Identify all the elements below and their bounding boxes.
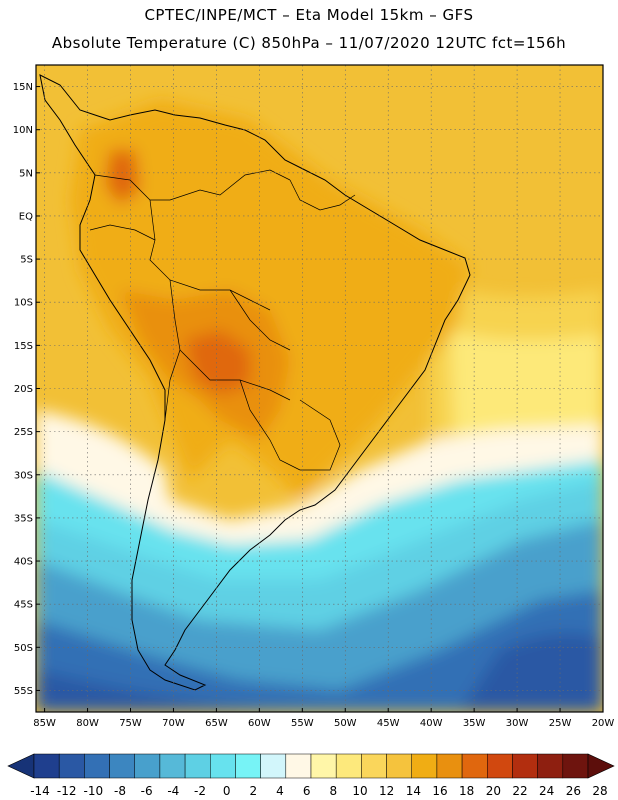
ocean-cool-zone (450, 330, 603, 440)
lat-lon-gridlines (36, 65, 603, 712)
lon-tick-label: 65W (205, 718, 228, 729)
lon-tick-label: 40W (420, 718, 443, 729)
colorbar-right-arrow (587, 753, 615, 779)
lon-tick-label: 20W (592, 718, 615, 729)
lat-tick-label: 10S (14, 298, 33, 309)
subtropical-pale-zone (36, 410, 603, 560)
colorbar-swatch (134, 753, 161, 779)
colorbar-tick-label: 20 (486, 784, 501, 798)
colorbar-tick-label: -10 (84, 784, 104, 798)
colorbar-swatch (335, 753, 362, 779)
colorbar-swatch (109, 753, 135, 779)
colorbar-tick-label: 12 (379, 784, 394, 798)
lat-tick-label: 50S (14, 643, 33, 654)
colorbar-swatch (512, 753, 538, 779)
colorbar-tick-label: 16 (432, 784, 447, 798)
colorbar-swatch (386, 753, 412, 779)
colorbar-swatch (33, 753, 60, 779)
lon-tick-label: 85W (33, 718, 56, 729)
lat-tick-label: 15N (13, 82, 33, 93)
lon-tick-label: 55W (291, 718, 314, 729)
lat-tick-label: 15S (14, 341, 33, 352)
colorbar-swatch (310, 753, 337, 779)
coldest-zone (36, 633, 603, 712)
lat-tick-label: 30S (14, 470, 33, 481)
colorbar-swatch (260, 753, 287, 779)
colorbar-tick-label: 28 (592, 784, 607, 798)
colorbar-swatch (562, 753, 589, 779)
colorbar-swatch (84, 753, 110, 779)
colorbar-swatch (461, 753, 488, 779)
colorbar: -14 -12 -10 -8 -6 -4 -2 0 2 4 6 8 10 12 14 16 18 20 22 24 26… (7, 753, 615, 798)
lat-tick-label: 20S (14, 384, 33, 395)
lon-tick-label: 25W (549, 718, 572, 729)
chart-subtitle: Absolute Temperature (C) 850hPa – 11/07/… (51, 34, 567, 52)
longitude-labels: 85W 80W 75W 70W 65W 60W 55W 50W 45W 40W 35W 30W 25W 2… (33, 708, 614, 729)
colorbar-left-arrow (7, 753, 35, 779)
lon-tick-label: 60W (248, 718, 271, 729)
colorbar-tick-label: 26 (566, 784, 581, 798)
colorbar-tick-label: 0 (223, 784, 231, 798)
lat-tick-label: EQ (19, 211, 33, 222)
lon-tick-label: 30W (506, 718, 529, 729)
colorbar-tick-label: -2 (194, 784, 206, 798)
lon-tick-label: 70W (162, 718, 185, 729)
chart-title: CPTEC/INPE/MCT – Eta Model 15km – GFS (144, 6, 474, 24)
colorbar-swatch (285, 753, 312, 779)
colorbar-tick-label: 24 (539, 784, 554, 798)
colorbar-swatch (411, 753, 438, 779)
colorbar-tick-label: 18 (459, 784, 474, 798)
colorbar-tick-label: 4 (276, 784, 284, 798)
colorbar-swatch (58, 753, 85, 779)
colorbar-tick-label: 22 (512, 784, 527, 798)
lon-tick-label: 35W (463, 718, 486, 729)
colorbar-tick-label: 10 (352, 784, 367, 798)
lat-tick-label: 10N (13, 125, 33, 136)
lat-tick-label: 40S (14, 557, 33, 568)
colorbar-swatch (235, 753, 261, 779)
lon-tick-label: 50W (334, 718, 357, 729)
lat-tick-label: 5N (19, 168, 33, 179)
colorbar-swatch (436, 753, 463, 779)
lat-tick-label: 25S (14, 427, 33, 438)
lat-tick-label: 55S (14, 686, 33, 697)
colorbar-swatch (361, 753, 387, 779)
colorbar-tick-label: 2 (250, 784, 258, 798)
very-cold-zone (36, 590, 603, 712)
andes-heat-zone (105, 150, 140, 205)
south-america-coastline (39, 74, 471, 691)
lon-tick-label: 75W (119, 718, 142, 729)
lon-tick-label: 45W (377, 718, 400, 729)
lat-tick-label: 45S (14, 600, 33, 611)
latitude-labels: 15N 10N 5N EQ 5S 10S 15S 20S 25S 30S 35S 40S 45S 50S 5… (13, 82, 40, 697)
lat-tick-label: 35S (14, 513, 33, 524)
colorbar-tick-label: -4 (167, 784, 179, 798)
colorbar-tick-label: -8 (114, 784, 126, 798)
colorbar-tick-label: 14 (406, 784, 421, 798)
colorbar-swatch (184, 753, 211, 779)
lon-tick-label: 80W (76, 718, 99, 729)
colorbar-swatch (159, 753, 186, 779)
colorbar-tick-label: -14 (30, 784, 50, 798)
land-hottest-zone (185, 330, 250, 395)
colorbar-swatch (537, 753, 564, 779)
colorbar-swatch (487, 753, 513, 779)
colorbar-swatch (210, 753, 236, 779)
colorbar-tick-label: 6 (303, 784, 311, 798)
lat-tick-label: 5S (20, 255, 33, 266)
colorbar-tick-label: -12 (57, 784, 77, 798)
colorbar-tick-label: -6 (141, 784, 153, 798)
colorbar-tick-label: 8 (330, 784, 338, 798)
country-borders (89, 169, 356, 471)
